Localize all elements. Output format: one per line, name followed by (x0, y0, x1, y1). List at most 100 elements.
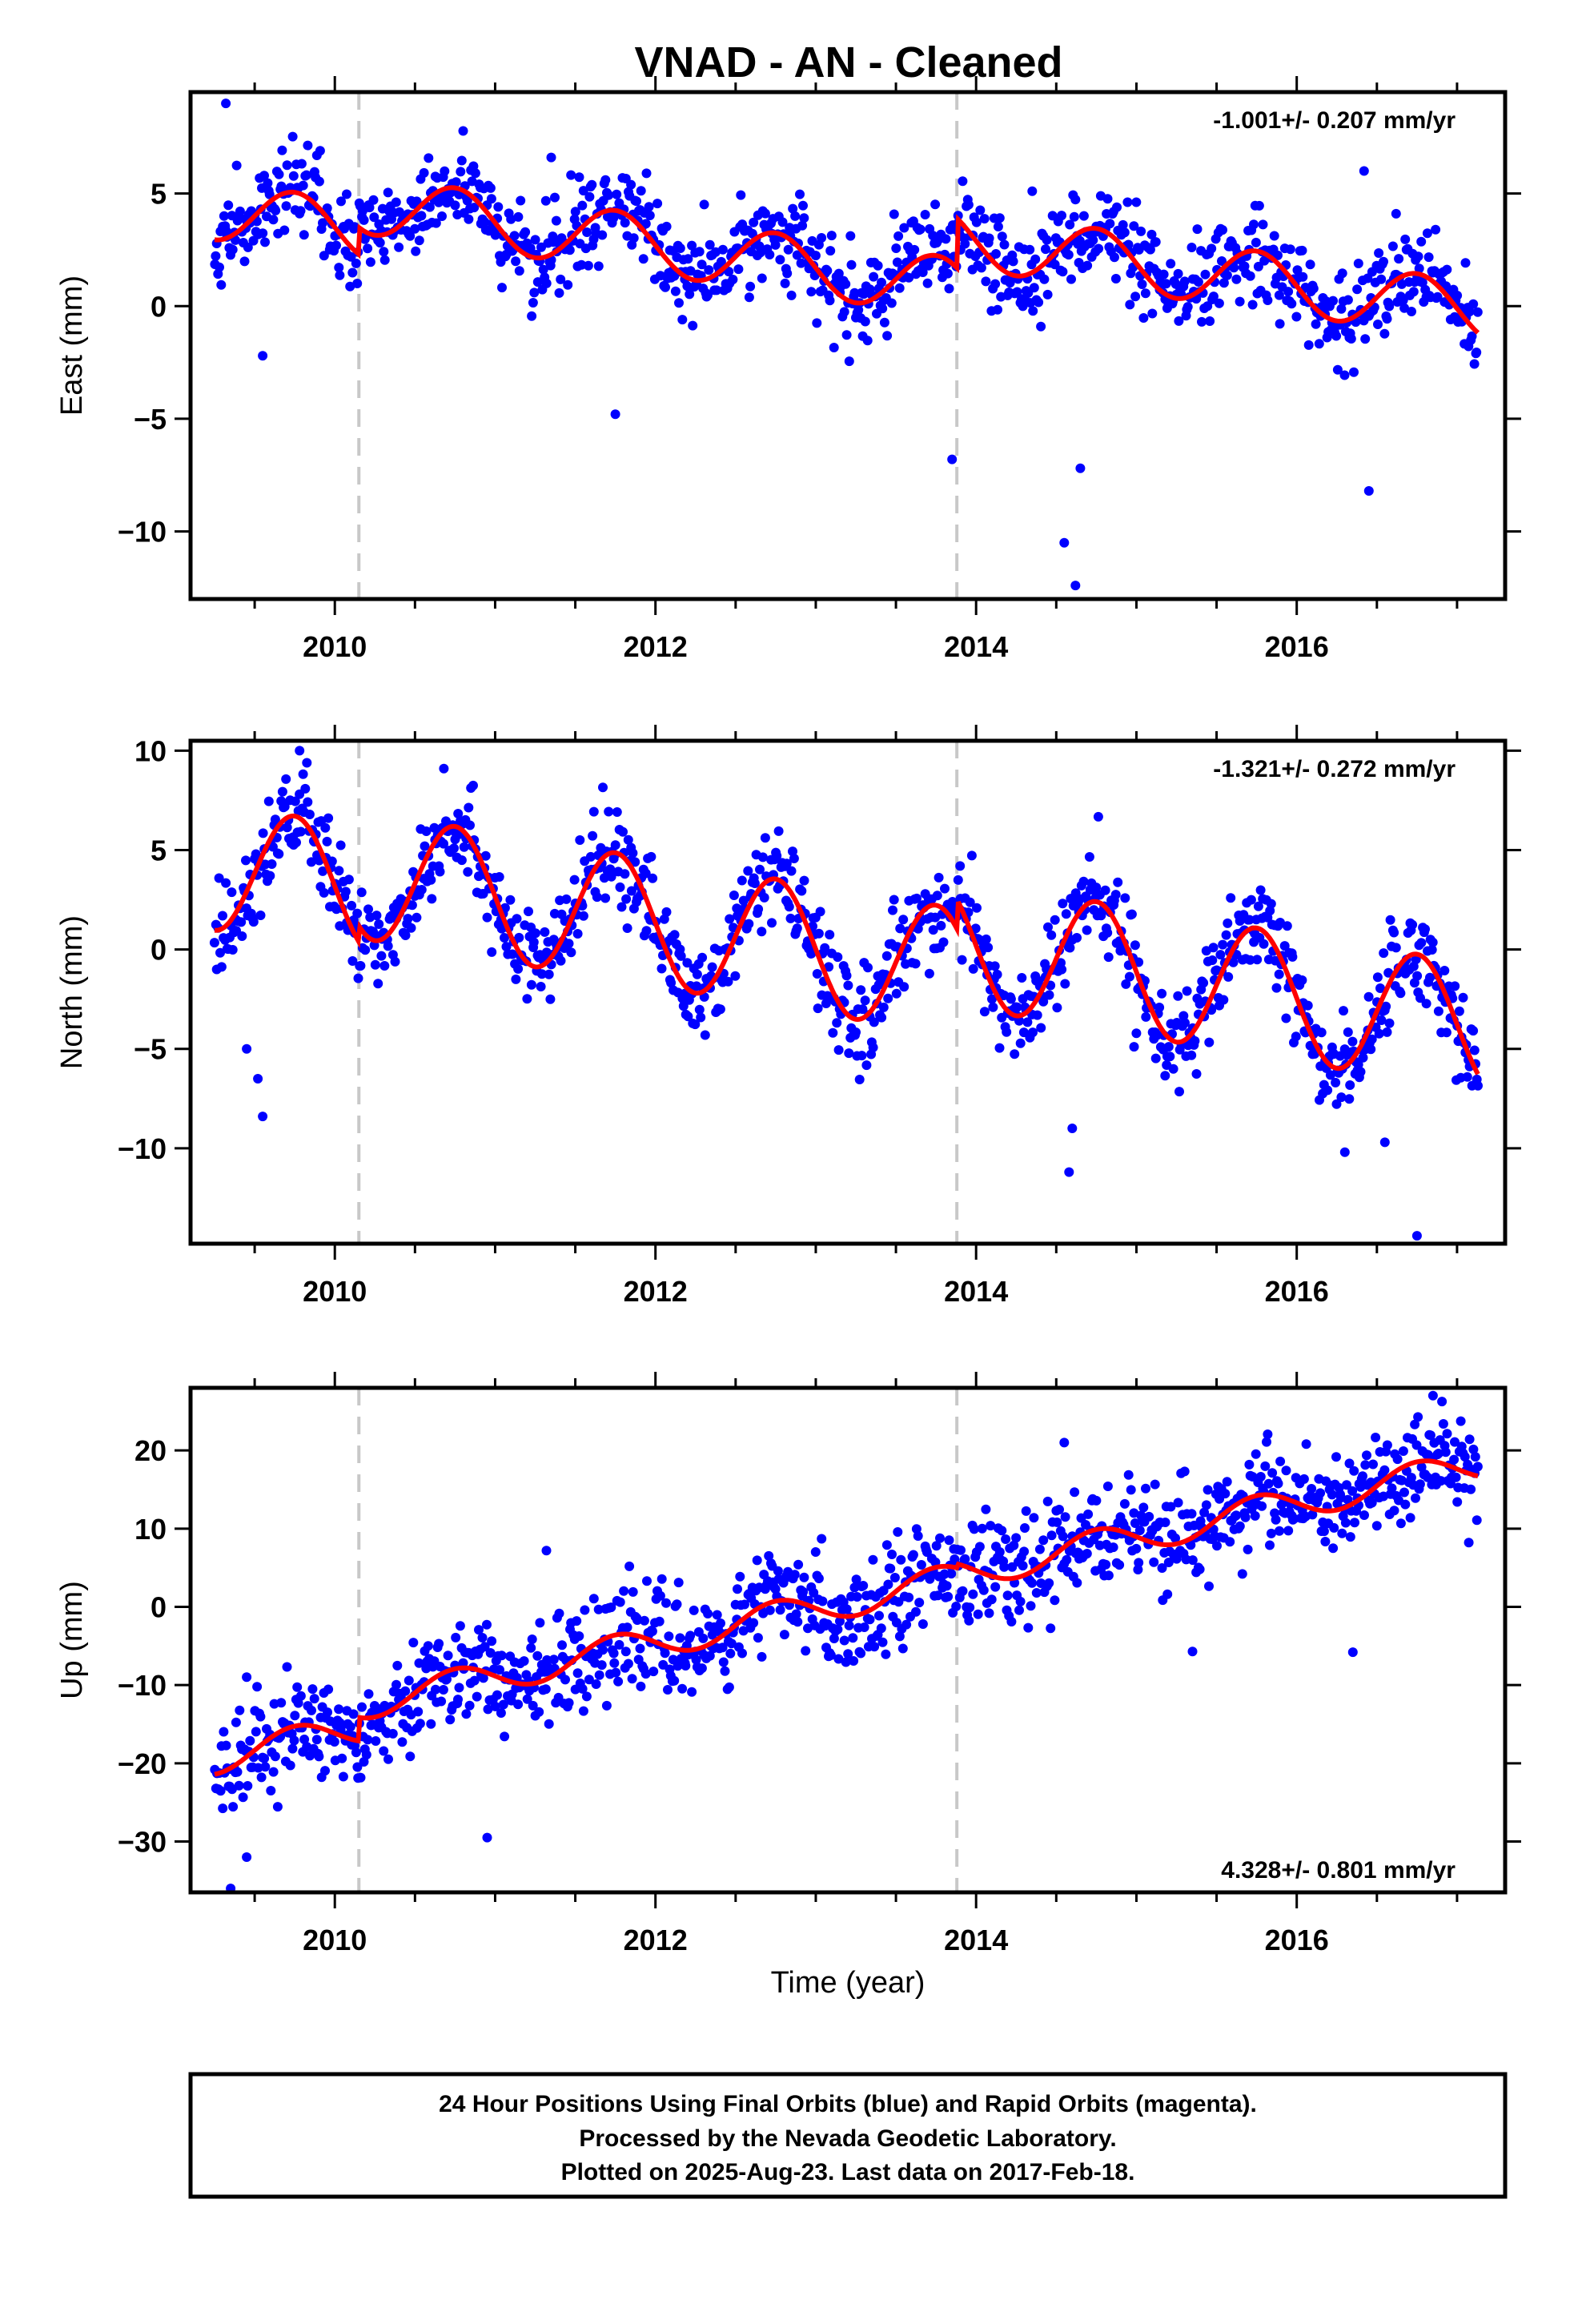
data-point (644, 211, 655, 220)
data-point (1231, 1510, 1242, 1521)
data-point (1308, 283, 1319, 294)
data-point (1078, 876, 1089, 887)
data-point (551, 215, 561, 226)
data-point (1179, 276, 1190, 287)
data-point (928, 925, 938, 935)
data-point (889, 1573, 900, 1582)
data-point (1199, 978, 1209, 988)
data-point (833, 1045, 844, 1055)
data-point (1346, 334, 1356, 344)
data-point (1160, 1071, 1170, 1081)
data-point (319, 251, 329, 261)
data-point (363, 1735, 373, 1745)
data-point (356, 887, 367, 898)
data-point (408, 1638, 419, 1648)
data-point (1166, 259, 1176, 269)
data-point (752, 1555, 762, 1566)
data-point (1158, 269, 1169, 279)
data-point (798, 200, 808, 211)
data-point (1411, 1231, 1422, 1241)
data-point (216, 279, 227, 290)
data-point (990, 1582, 1001, 1592)
data-point (1119, 1498, 1130, 1509)
data-point (683, 1011, 693, 1022)
data-point (694, 1004, 705, 1015)
data-point (1257, 1501, 1267, 1511)
data-point (1331, 1099, 1342, 1109)
data-point (946, 1569, 957, 1579)
data-point (1387, 1483, 1397, 1494)
data-point (1433, 1449, 1443, 1458)
data-point (1253, 261, 1263, 271)
data-point (1014, 1015, 1024, 1026)
data-point (883, 1579, 893, 1590)
data-point (661, 221, 672, 231)
data-point (753, 904, 764, 915)
data-point (263, 178, 273, 188)
data-point (363, 243, 373, 254)
data-point (1058, 1531, 1068, 1542)
data-point (345, 1722, 355, 1732)
data-point (1413, 1412, 1423, 1422)
data-point (994, 1547, 1005, 1557)
data-point (538, 264, 548, 275)
data-point (920, 210, 930, 219)
data-point (1339, 1147, 1350, 1157)
data-point (799, 213, 809, 223)
data-point (612, 807, 622, 817)
data-point (1131, 1543, 1142, 1554)
data-point (251, 1727, 261, 1737)
data-point (585, 851, 596, 862)
data-point (1468, 1026, 1479, 1036)
data-point (268, 215, 279, 225)
data-point (1231, 274, 1242, 284)
data-point (1384, 1018, 1395, 1028)
data-point (924, 968, 934, 979)
data-point (255, 1711, 266, 1722)
data-point (916, 1560, 926, 1570)
data-point (736, 190, 746, 200)
data-point (276, 1698, 287, 1708)
data-point (566, 947, 576, 958)
data-point (1207, 243, 1217, 254)
data-point (670, 286, 681, 296)
data-point (1331, 1452, 1341, 1462)
data-point (243, 242, 253, 252)
data-point (368, 195, 379, 205)
data-point (942, 1581, 952, 1591)
data-point (770, 239, 781, 250)
data-point (529, 287, 540, 298)
data-point (841, 1657, 851, 1667)
data-point (990, 279, 1001, 289)
data-point (869, 1642, 880, 1652)
data-point (1262, 1437, 1271, 1447)
data-point (560, 1675, 570, 1685)
data-point (618, 826, 628, 837)
data-point (400, 931, 411, 940)
data-point (1186, 1050, 1197, 1060)
data-point (535, 1618, 545, 1628)
data-point (392, 1660, 403, 1671)
data-point (888, 905, 897, 915)
data-point (1454, 1006, 1464, 1016)
data-point (347, 900, 357, 911)
data-point (209, 938, 219, 948)
data-point (779, 1630, 789, 1640)
data-point (889, 895, 899, 905)
data-point (231, 160, 242, 171)
data-point (1394, 254, 1404, 264)
data-point (730, 971, 741, 981)
data-point (661, 1598, 671, 1608)
data-point (274, 169, 284, 179)
data-point (1130, 1518, 1140, 1528)
data-point (482, 912, 492, 923)
data-point (557, 1640, 567, 1651)
data-point (584, 191, 595, 202)
data-point (1136, 226, 1146, 236)
data-point (1065, 219, 1075, 230)
data-point (1472, 1462, 1483, 1472)
data-point (1046, 1530, 1057, 1541)
data-point (951, 1602, 962, 1611)
data-point (1250, 1510, 1260, 1521)
